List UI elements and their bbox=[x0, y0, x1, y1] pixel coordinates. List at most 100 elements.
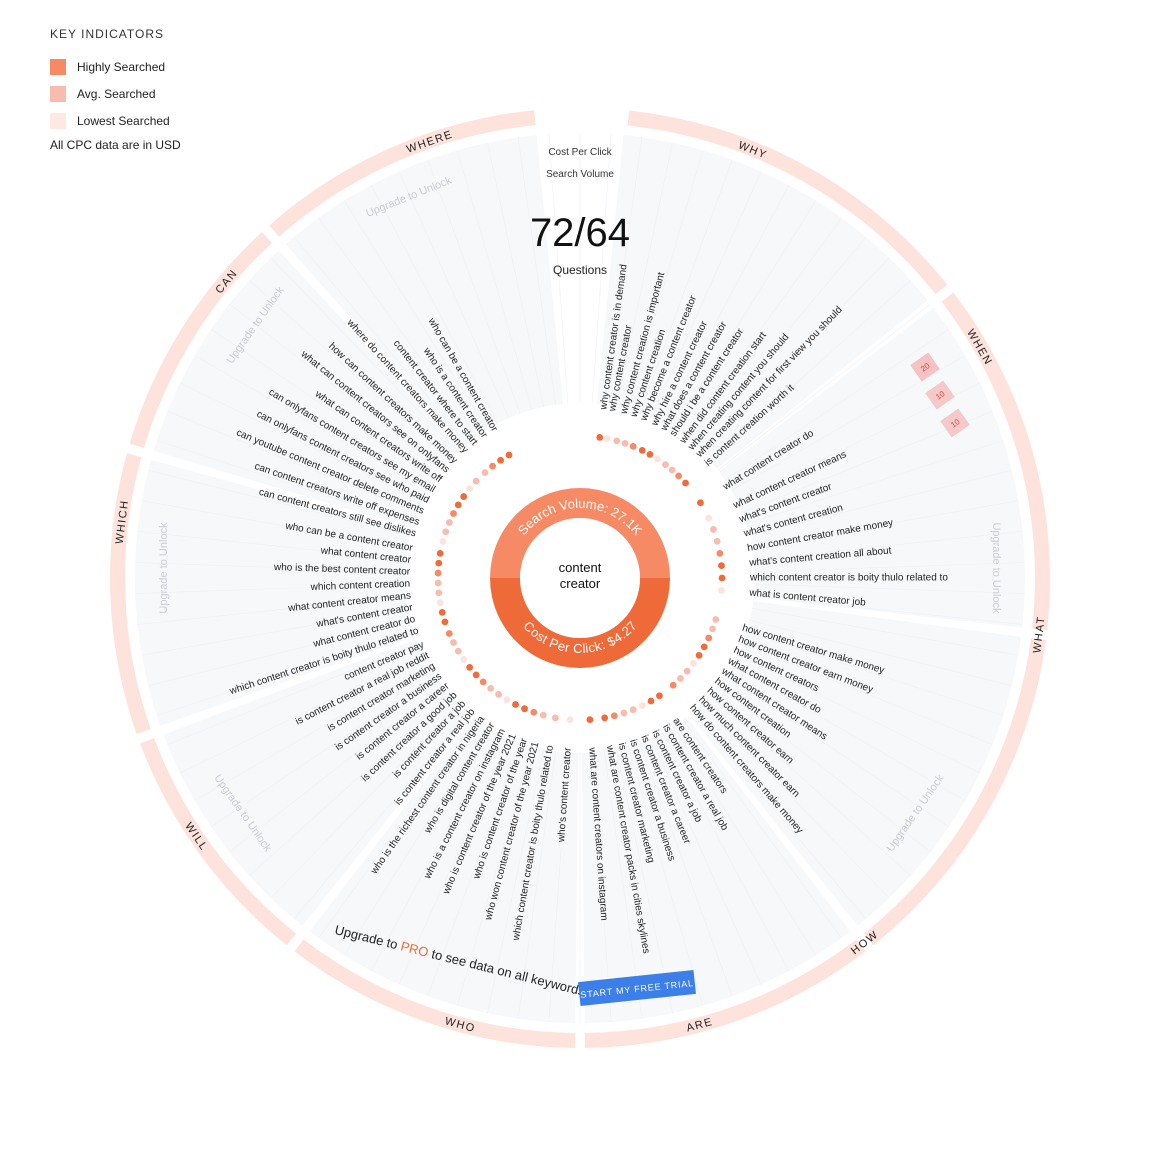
question-dot bbox=[646, 451, 654, 458]
when-value-cell: 20 bbox=[910, 352, 940, 382]
sector-bg bbox=[581, 717, 851, 1023]
question-dot bbox=[481, 469, 489, 476]
question-dot bbox=[495, 690, 502, 698]
question-label[interactable]: which content creation bbox=[309, 579, 410, 594]
legend-item-high: Highly Searched bbox=[50, 53, 181, 80]
when-value-bg bbox=[910, 352, 940, 382]
question-dot bbox=[716, 549, 724, 557]
hub: Search Volume: 27.1K Cost Per Click: $4.… bbox=[490, 488, 670, 668]
question-label[interactable]: who is the best content creator bbox=[273, 562, 411, 578]
question-dot bbox=[613, 437, 621, 445]
when-value-cell: 10 bbox=[940, 408, 970, 438]
search-volume-ring[interactable] bbox=[490, 488, 670, 578]
question-dot bbox=[445, 519, 453, 526]
question-dot bbox=[656, 692, 663, 700]
legend-item-avg: Avg. Searched bbox=[50, 80, 181, 107]
sector-bg bbox=[597, 135, 928, 469]
cta-button-bg[interactable] bbox=[578, 970, 696, 1006]
pro-label: PRO bbox=[399, 939, 430, 960]
hub-center bbox=[520, 518, 640, 638]
sector-ring-segment bbox=[294, 939, 576, 1048]
upgrade-to-unlock-label[interactable]: Upgrade to Unlock bbox=[990, 522, 1002, 614]
question-dot bbox=[441, 618, 449, 626]
sector-ring-segment bbox=[129, 232, 273, 449]
upgrade-to-unlock-label[interactable]: Upgrade to Unlock bbox=[158, 522, 170, 614]
question-dot bbox=[434, 569, 442, 577]
question-dot bbox=[435, 589, 443, 597]
question-dot bbox=[435, 559, 443, 567]
legend-swatch-avg bbox=[50, 85, 66, 102]
question-dot bbox=[682, 479, 689, 487]
question-dot bbox=[472, 671, 480, 679]
sector-ring-segment bbox=[269, 110, 536, 237]
question-dot bbox=[505, 451, 513, 459]
question-dot bbox=[487, 684, 495, 692]
question-dot bbox=[479, 678, 487, 686]
sector-label-which: WHICH bbox=[114, 499, 131, 545]
question-dot bbox=[718, 586, 725, 594]
question-dot bbox=[460, 493, 468, 500]
legend: KEY INDICATORS Highly Searched Avg. Sear… bbox=[50, 27, 181, 152]
question-dot bbox=[705, 634, 713, 642]
question-dot bbox=[690, 660, 697, 667]
sector-bg bbox=[285, 135, 563, 447]
legend-title: KEY INDICATORS bbox=[50, 27, 165, 41]
hub-keyword-line1: content bbox=[559, 560, 602, 575]
question-dot bbox=[621, 439, 629, 447]
question-label[interactable]: which content creator is boity thulo rel… bbox=[749, 573, 948, 584]
question-dot bbox=[450, 510, 457, 517]
question-dot bbox=[566, 716, 574, 724]
question-dot bbox=[718, 562, 725, 570]
question-dot bbox=[603, 435, 611, 443]
question-count: 72/64 bbox=[530, 211, 630, 255]
question-dot bbox=[713, 537, 721, 545]
question-dot bbox=[712, 616, 720, 623]
legend-label-high: Highly Searched bbox=[77, 59, 166, 74]
question-dot bbox=[668, 466, 676, 474]
question-dot bbox=[530, 708, 538, 716]
question-dot bbox=[472, 477, 480, 485]
question-dot bbox=[675, 472, 683, 480]
sector-ring-segment bbox=[110, 453, 151, 735]
question-dot bbox=[695, 651, 703, 659]
question-dot bbox=[647, 697, 655, 705]
question-dot bbox=[596, 433, 604, 441]
question-dot bbox=[601, 714, 609, 722]
question-dot bbox=[700, 643, 708, 651]
sector-bg bbox=[719, 307, 1025, 628]
question-dot bbox=[683, 667, 691, 675]
question-dot bbox=[454, 647, 462, 655]
legend-swatch-high bbox=[50, 58, 66, 75]
hub-keyword-line2: creator bbox=[560, 576, 601, 591]
when-value-bg bbox=[940, 408, 970, 438]
legend-label-avg: Avg. Searched bbox=[77, 86, 156, 101]
question-dot bbox=[620, 709, 628, 717]
cpc-ring[interactable] bbox=[490, 578, 670, 668]
legend-label-low: Lowest Searched bbox=[77, 113, 170, 128]
question-dot bbox=[450, 639, 457, 646]
legend-item-low: Lowest Searched bbox=[50, 107, 181, 134]
sector-ring-segment bbox=[863, 638, 1046, 946]
sector-ring-segment bbox=[140, 738, 297, 946]
sector-bg bbox=[153, 250, 462, 529]
question-dot bbox=[677, 675, 684, 682]
question-dot bbox=[629, 706, 637, 714]
question-dot bbox=[669, 681, 677, 689]
sv-header-label: Search Volume bbox=[546, 169, 614, 180]
question-dot bbox=[460, 656, 468, 663]
question-dot bbox=[445, 630, 453, 637]
cta-button[interactable]: START MY FREE TRIAL bbox=[578, 970, 696, 1006]
question-dot bbox=[466, 663, 474, 671]
question-dot bbox=[497, 456, 504, 464]
cpc-header-label: Cost Per Click bbox=[548, 147, 612, 158]
question-dot bbox=[653, 455, 661, 463]
question-dot bbox=[539, 711, 547, 719]
sector-ring-segment bbox=[941, 292, 1050, 631]
question-dot bbox=[489, 462, 496, 470]
sector-bg bbox=[163, 639, 471, 926]
when-value-cell: 10 bbox=[925, 380, 955, 410]
question-dot bbox=[638, 446, 646, 454]
question-dot bbox=[438, 608, 446, 616]
question-dot bbox=[718, 574, 726, 582]
